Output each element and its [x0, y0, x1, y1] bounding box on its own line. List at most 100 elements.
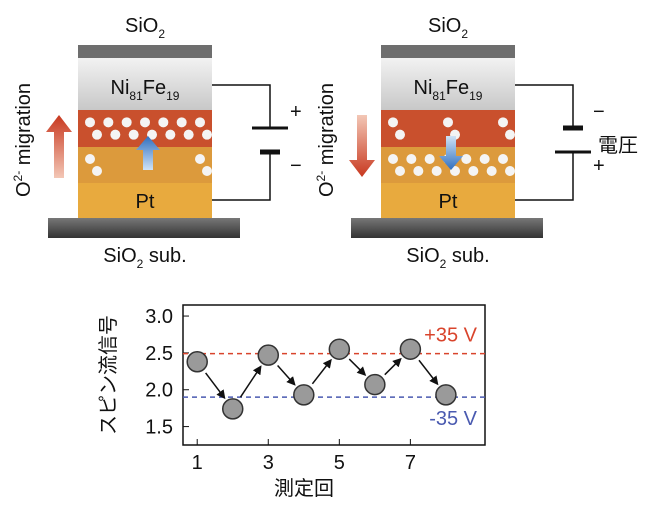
text-part: 2	[461, 27, 468, 41]
substrate-label: SiO2 sub.	[406, 245, 489, 271]
top-label: SiO2	[428, 15, 468, 41]
text-part: 81	[129, 89, 143, 103]
figure: +−SiO2Ni81Fe19PtSiO2 sub.O2- migration−+…	[0, 0, 651, 504]
data-point	[294, 385, 314, 405]
text-part: sub.	[143, 245, 186, 267]
text-part: SiO	[406, 245, 439, 267]
oxygen-ion	[202, 166, 212, 176]
oxygen-ion	[432, 166, 442, 176]
migration-arrow	[46, 115, 72, 178]
x-tick-label: 3	[263, 452, 274, 474]
oxygen-ion	[461, 154, 471, 164]
data-point	[436, 385, 456, 405]
y-tick-label: 2.0	[145, 380, 173, 402]
text-part: SiO	[103, 245, 136, 267]
step-arrow	[278, 366, 295, 385]
substrate-label: SiO2 sub.	[103, 245, 186, 271]
electrode-label: Pt	[439, 191, 458, 213]
step-arrow	[419, 360, 437, 384]
oxygen-ion	[425, 154, 435, 164]
text-part: migration	[316, 83, 338, 171]
oxygen-ion	[103, 117, 113, 127]
text-part: sub.	[446, 245, 489, 267]
oxygen-ion	[406, 154, 416, 164]
y-tick-label: 2.5	[145, 343, 173, 365]
text-part: Ni	[111, 77, 130, 99]
oxygen-ion	[184, 130, 194, 140]
oxygen-ion	[395, 130, 405, 140]
oxygen-ion	[165, 130, 175, 140]
oxygen-ion	[129, 130, 139, 140]
oxygen-ion	[195, 154, 205, 164]
text-part: Ni	[414, 77, 433, 99]
migration-label: O2- migration	[314, 83, 338, 197]
data-point	[223, 399, 243, 419]
step-arrow	[312, 360, 330, 384]
data-point	[365, 375, 385, 395]
oxygen-ion	[177, 117, 187, 127]
text-part: SiO	[428, 15, 461, 37]
oxygen-ion	[505, 166, 515, 176]
text-part: Fe	[446, 77, 469, 99]
oxygen-ion	[505, 130, 515, 140]
y-tick-label: 3.0	[145, 306, 173, 328]
text-part: Fe	[143, 77, 166, 99]
text-part: 2	[158, 27, 165, 41]
text-part: 19	[166, 89, 180, 103]
oxygen-ion	[413, 166, 423, 176]
text-part: O	[13, 181, 35, 197]
migration-label: O2- migration	[11, 83, 35, 197]
oxygen-ion	[487, 166, 497, 176]
oxygen-ion	[85, 117, 95, 127]
data-point	[400, 339, 420, 359]
polarity-sign: +	[290, 101, 302, 123]
text-part: 2-	[11, 171, 25, 182]
oxygen-ion	[468, 166, 478, 176]
text-part: O	[316, 181, 338, 197]
wire	[515, 85, 573, 200]
oxygen-ion	[85, 154, 95, 164]
oxygen-ion	[202, 130, 212, 140]
x-tick-label: 5	[334, 452, 345, 474]
text-part: SiO	[125, 15, 158, 37]
reference-label: +35 V	[424, 325, 477, 347]
step-arrow	[240, 367, 260, 397]
x-axis-label: 測定回	[274, 477, 334, 500]
oxygen-ion	[110, 130, 120, 140]
oxygen-ion	[92, 130, 102, 140]
data-point	[258, 345, 278, 365]
substrate	[48, 218, 240, 238]
y-tick-label: 1.5	[145, 417, 173, 439]
y-axis-label: スピン流信号	[97, 315, 120, 435]
oxygen-ion	[140, 117, 150, 127]
oxygen-ion	[388, 154, 398, 164]
step-arrow	[206, 373, 225, 398]
step-arrow	[349, 359, 365, 375]
polarity-sign: +	[593, 155, 605, 177]
oxygen-ion	[158, 117, 168, 127]
oxygen-ion	[122, 117, 132, 127]
oxygen-ion	[92, 166, 102, 176]
oxygen-ion	[498, 117, 508, 127]
x-tick-label: 1	[192, 452, 203, 474]
data-point	[187, 352, 207, 372]
oxygen-ion	[443, 117, 453, 127]
text-part: migration	[13, 83, 35, 171]
capping-layer	[78, 45, 212, 58]
wire	[212, 85, 270, 200]
oxygen-ion	[480, 154, 490, 164]
voltage-label: 電圧	[598, 135, 638, 157]
text-part: 81	[432, 89, 446, 103]
oxygen-ion	[395, 166, 405, 176]
polarity-sign: −	[290, 155, 302, 177]
oxygen-ion	[498, 154, 508, 164]
x-tick-label: 7	[405, 452, 416, 474]
reference-label: -35 V	[429, 408, 477, 430]
data-point	[329, 339, 349, 359]
migration-arrow	[349, 115, 375, 177]
polarity-sign: −	[593, 101, 605, 123]
capping-layer	[381, 45, 515, 58]
oxygen-ion	[195, 117, 205, 127]
top-label: SiO2	[125, 15, 165, 41]
oxygen-ion	[388, 117, 398, 127]
